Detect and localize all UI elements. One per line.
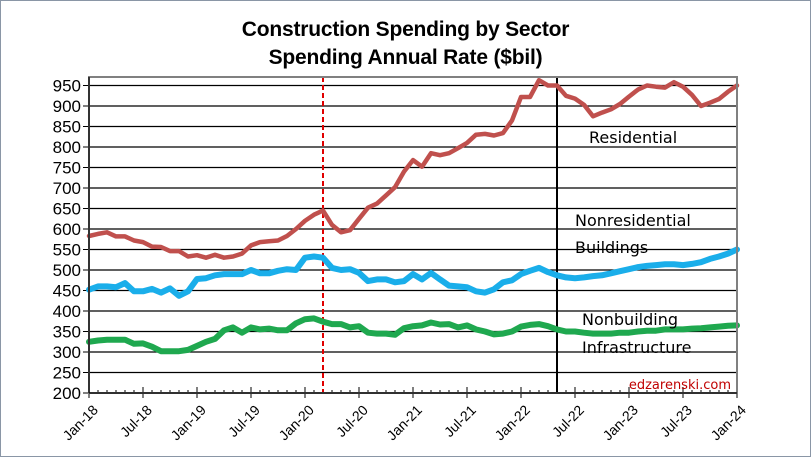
x-tick-label: Jul-20	[333, 402, 371, 440]
y-tick-label: 500	[53, 261, 81, 280]
y-tick-label: 600	[53, 220, 81, 239]
x-tick-label: Jan-19	[167, 402, 209, 444]
x-tick-label: Jan-18	[59, 402, 101, 444]
y-tick-label: 350	[53, 323, 81, 342]
series-line-residential	[86, 77, 740, 260]
series-line-nonbuilding-infrastructure	[86, 315, 740, 355]
chart-title: Construction Spending by Sector	[241, 18, 570, 41]
y-tick-label: 900	[53, 97, 81, 116]
y-tick-label: 450	[53, 282, 81, 301]
y-tick-label: 850	[53, 118, 81, 137]
chart-subtitle: Spending Annual Rate ($bil)	[268, 46, 543, 69]
annotations: Residential Nonresidential Buildings Nonbui…	[575, 128, 691, 357]
y-tick-label: 200	[53, 384, 81, 403]
x-tick-label: Jan-20	[275, 402, 317, 444]
x-tick-label: Jan-22	[491, 402, 533, 444]
y-tick-label: 800	[53, 138, 81, 157]
annotation-label: Nonbuilding	[582, 310, 678, 329]
x-axis-ticks: Jan-18 Jul-18 Jan-19 Jul-19 Jan-20 Jul-20 Jan-…	[59, 387, 749, 443]
y-tick-label: 550	[53, 241, 81, 260]
x-tick-label: Jul-19	[225, 402, 263, 440]
annotation-label: Infrastructure	[582, 338, 691, 357]
y-tick-label: 300	[53, 343, 81, 362]
x-tick-label: Jul-21	[441, 402, 479, 440]
x-tick-label: Jan-21	[383, 402, 425, 444]
y-tick-label: 400	[53, 302, 81, 321]
y-tick-label: 650	[53, 200, 81, 219]
annotation-label: Residential	[589, 128, 677, 147]
x-tick-label: Jan-24	[707, 402, 749, 444]
annotation-label: Buildings	[575, 238, 648, 257]
x-tick-label: Jul-18	[117, 402, 155, 440]
x-tick-label: Jul-22	[549, 402, 587, 440]
y-tick-label: 250	[53, 364, 81, 383]
y-tick-label: 700	[53, 179, 81, 198]
annotation-label: Nonresidential	[575, 211, 691, 230]
y-tick-label: 750	[53, 159, 81, 178]
credit-watermark: edzarenski.com	[629, 378, 731, 393]
reference-lines	[322, 77, 558, 393]
x-tick-label: Jan-23	[599, 402, 641, 444]
series-lines	[86, 77, 740, 355]
y-tick-label: 950	[53, 77, 81, 96]
x-tick-label: Jul-23	[657, 402, 695, 440]
